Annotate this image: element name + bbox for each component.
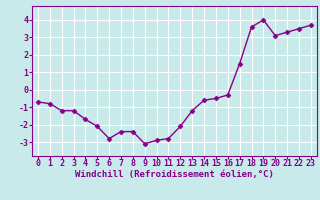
X-axis label: Windchill (Refroidissement éolien,°C): Windchill (Refroidissement éolien,°C) <box>75 170 274 179</box>
